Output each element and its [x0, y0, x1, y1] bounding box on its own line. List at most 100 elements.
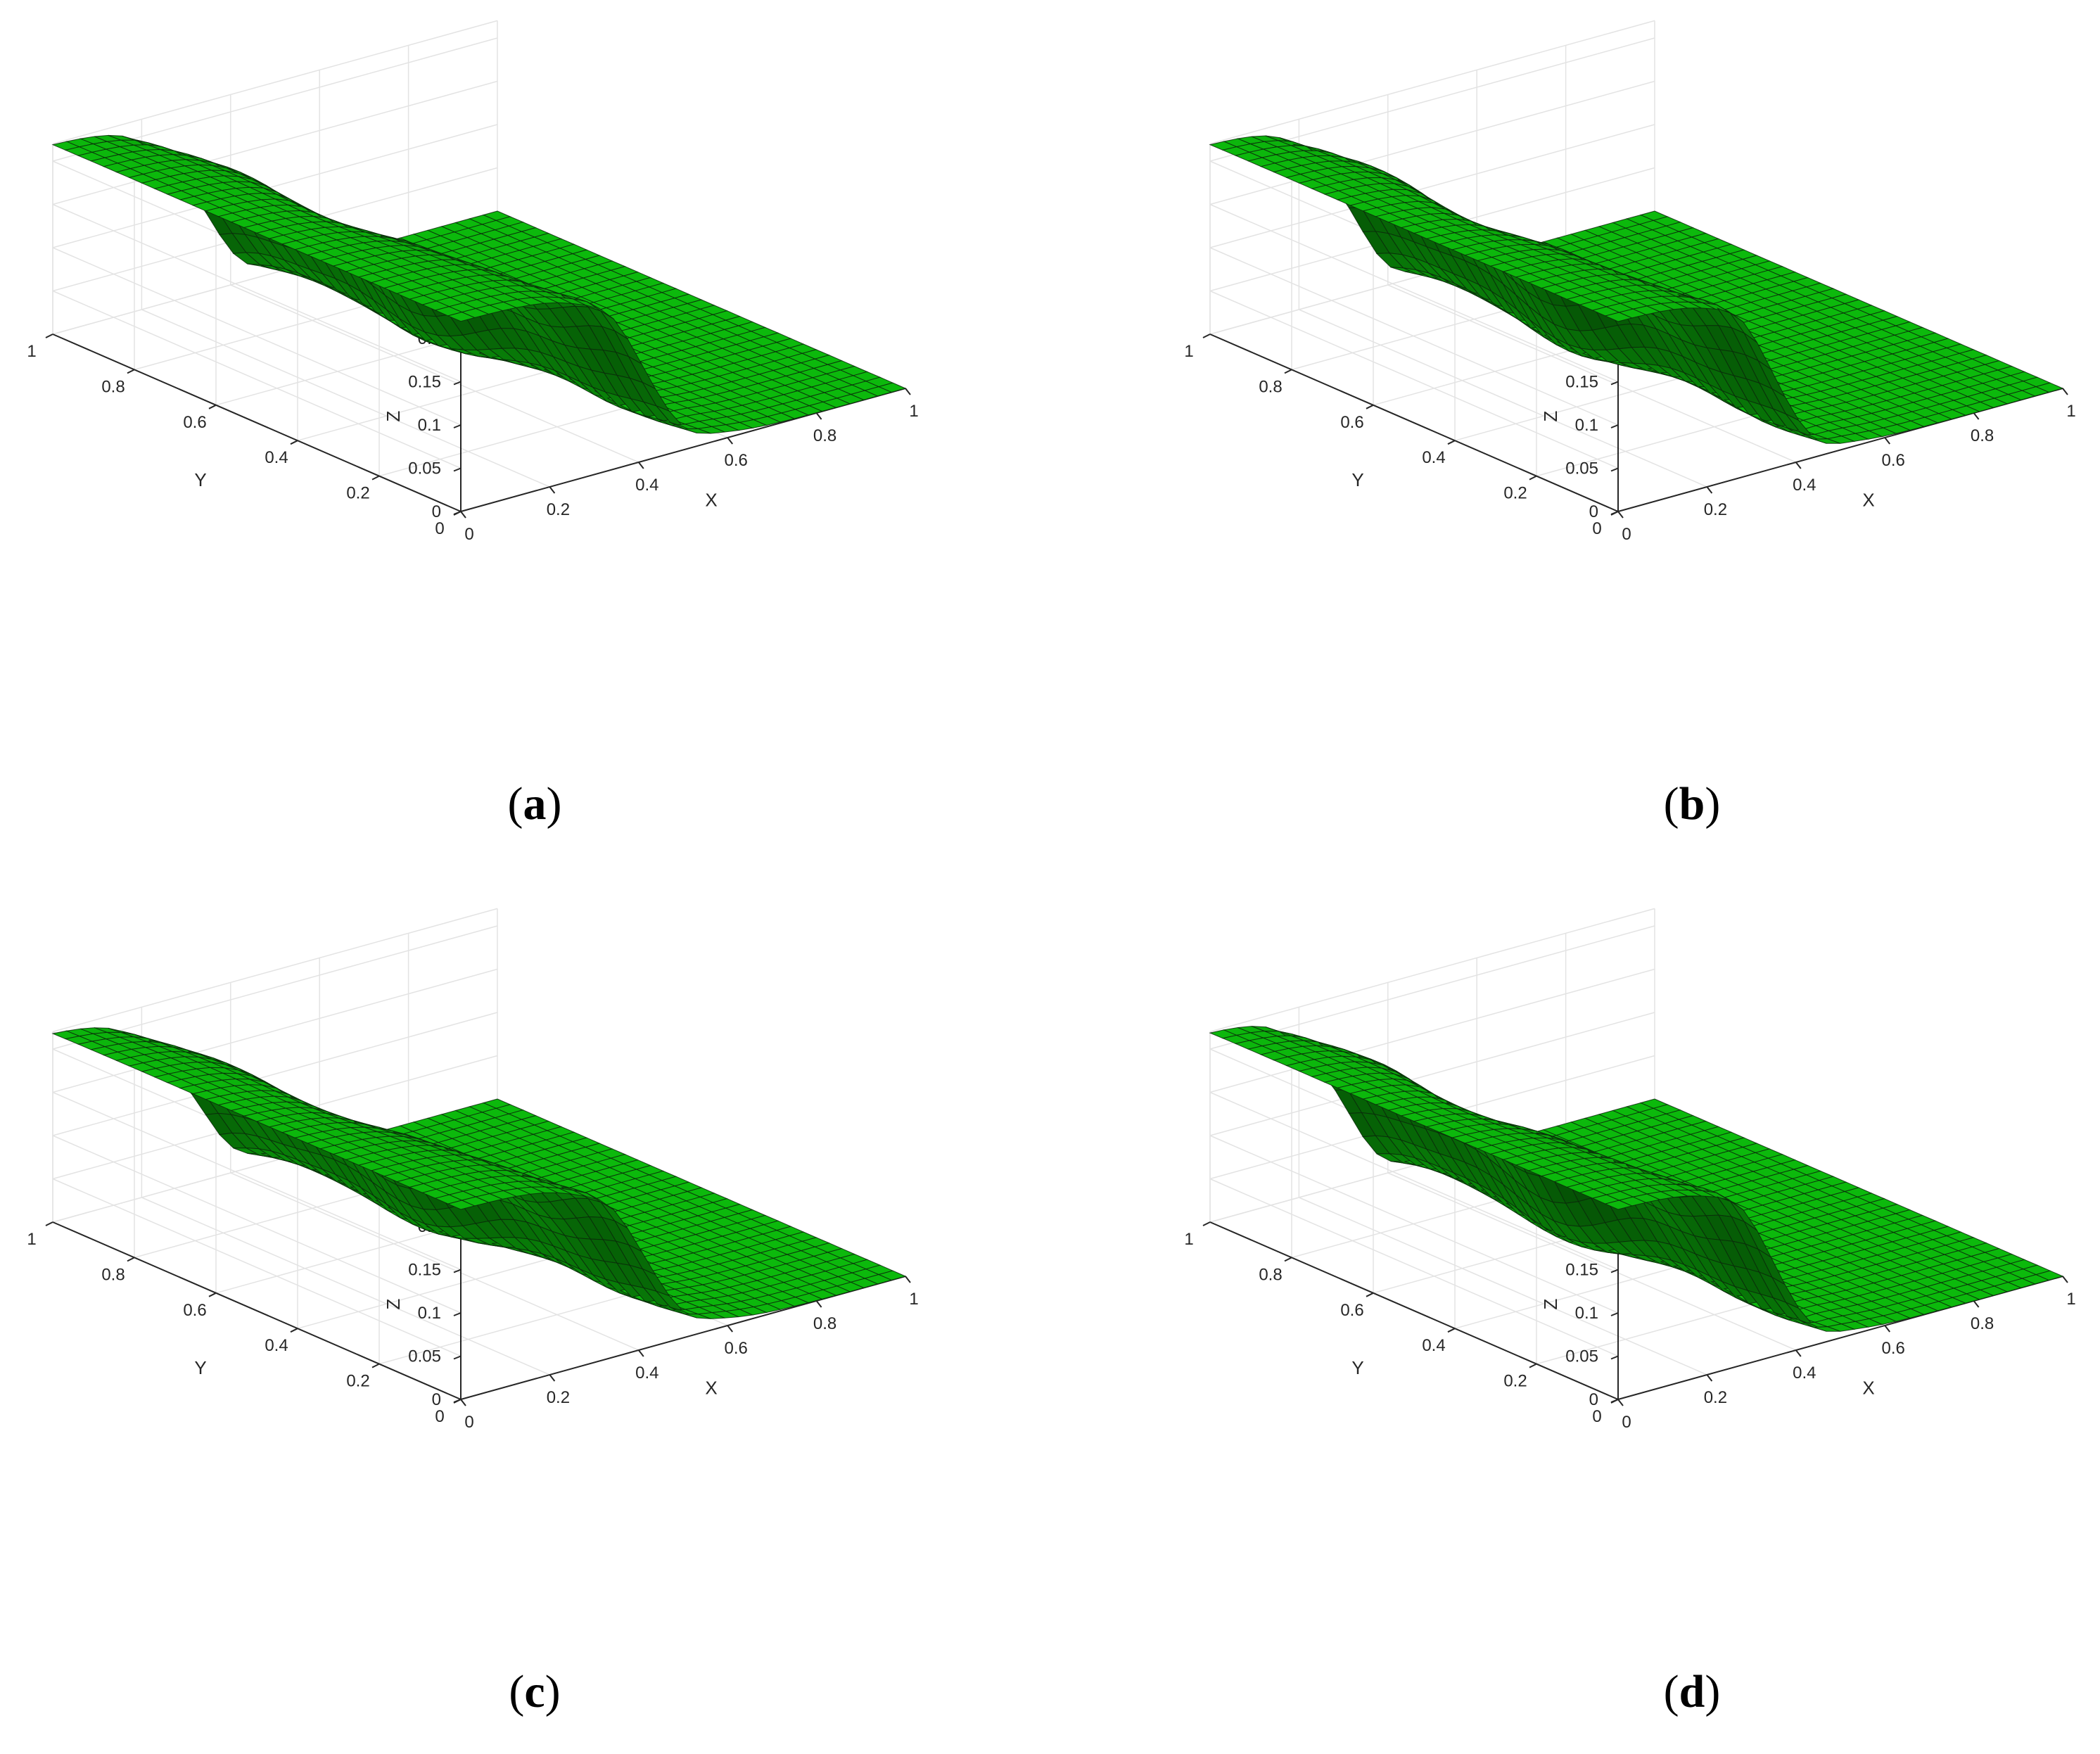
- z-tick-label: 0: [432, 502, 441, 521]
- x-tick-label: 0: [1622, 525, 1631, 544]
- left-wall-grid-z: [52, 1135, 462, 1314]
- y-axis-line: [52, 1221, 462, 1400]
- floor-grid-x: [1299, 1197, 1707, 1375]
- back-wall-grid-z: [52, 80, 498, 205]
- y-tick-mark: [45, 333, 53, 338]
- y-tick-mark: [1366, 1292, 1374, 1297]
- caption-a: (a): [429, 777, 640, 831]
- z-tick-label: 0.1: [418, 1304, 441, 1323]
- x-tick-label: 0.2: [1704, 1388, 1727, 1407]
- x-tick-mark: [1706, 1374, 1713, 1382]
- back-wall-grid-z: [1209, 925, 1655, 1050]
- x-tick-mark: [638, 462, 644, 469]
- z-tick-label: 0.1: [418, 416, 441, 435]
- x-tick-mark: [549, 1374, 556, 1382]
- x-tick-label: 0: [1622, 1413, 1631, 1432]
- z-tick-mark: [1610, 1312, 1619, 1316]
- x-tick-mark: [1973, 412, 1980, 420]
- y-tick-label: 1: [27, 1230, 36, 1249]
- x-tick-label: 0.6: [1882, 1339, 1905, 1358]
- left-wall-grid-z: [1209, 1178, 1619, 1357]
- x-tick-label: 0.4: [1793, 1364, 1816, 1383]
- y-tick-mark: [1447, 440, 1456, 445]
- y-tick-mark: [208, 404, 217, 409]
- y-tick-label: 0.4: [1422, 1336, 1445, 1355]
- z-tick-label: 0.05: [1565, 459, 1598, 478]
- z-tick-mark: [453, 511, 462, 515]
- surface-p3: [1209, 1026, 2064, 1332]
- back-wall-grid-z: [52, 1012, 498, 1136]
- z-tick-mark: [1610, 1355, 1619, 1360]
- left-wall-grid-z: [52, 290, 462, 469]
- z-tick-mark: [1610, 381, 1619, 386]
- x-tick-mark: [1795, 462, 1802, 469]
- surface-quad: [877, 382, 907, 393]
- z-tick-label: 0.05: [408, 459, 441, 478]
- back-wall-grid-z: [1209, 1012, 1655, 1136]
- y-tick-label: 0.6: [183, 1301, 206, 1320]
- back-wall-grid-z: [1209, 80, 1655, 205]
- x-tick-mark: [638, 1349, 644, 1357]
- z-axis-label: Z: [1540, 1299, 1561, 1310]
- x-axis-label: X: [1862, 490, 1874, 511]
- axes-p2: 000.20.2 0.40.4 0.60.60.80.81100.050.10.15…: [27, 1209, 919, 1432]
- z-axis-label: Z: [383, 411, 404, 422]
- z-tick-mark: [453, 424, 462, 428]
- caption-letter-d: d: [1679, 1666, 1705, 1717]
- back-wall-grid-z: [52, 124, 498, 248]
- z-tick-mark: [1610, 467, 1619, 472]
- x-tick-label: 1: [909, 1290, 918, 1309]
- caption-close-a: ): [546, 778, 562, 830]
- caption-close-d: ): [1705, 1666, 1721, 1717]
- y-tick-label: 0.2: [346, 484, 369, 503]
- y-tick-mark: [1366, 404, 1374, 409]
- y-tick-label: 0.8: [101, 377, 125, 396]
- x-tick-label: 0.2: [547, 500, 570, 519]
- x-tick-mark: [1884, 437, 1890, 445]
- x-tick-label: 0.6: [725, 451, 748, 470]
- y-tick-label: 0: [1592, 519, 1601, 538]
- floor-grid-x: [1387, 1172, 1797, 1351]
- back-wall-grid-z: [52, 968, 498, 1093]
- z-tick-mark: [1610, 424, 1619, 428]
- panel-c: 0 0 0.2 0.2 0.4 0.4 0.6 0.6 0.8 0.8 1 1 0 0.05 0.1 0.15…: [0, 888, 1050, 1754]
- z-tick-mark: [1610, 511, 1619, 515]
- y-tick-mark: [1284, 1257, 1292, 1262]
- z-tick-mark: [453, 381, 462, 386]
- z-tick-label: 0.15: [1565, 373, 1598, 392]
- z-tick-label: 0: [432, 1390, 441, 1409]
- z-axis-label: Z: [1540, 411, 1561, 422]
- caption-close-b: ): [1705, 778, 1721, 830]
- surface-quad: [2035, 1270, 2064, 1281]
- y-tick-label: 1: [1184, 342, 1193, 361]
- x-tick-mark: [1617, 1399, 1624, 1406]
- x-tick-label: 1: [909, 402, 918, 421]
- caption-b: (b): [1586, 777, 1797, 831]
- z-tick-mark: [453, 467, 462, 472]
- y-tick-mark: [1447, 1328, 1456, 1333]
- floor-grid-x: [230, 1172, 639, 1351]
- left-wall-grid-z: [1209, 1091, 1619, 1271]
- x-tick-mark: [727, 437, 733, 445]
- y-tick-label: 0.4: [265, 1336, 288, 1355]
- x-tick-mark: [905, 1276, 911, 1283]
- caption-letter-c: c: [524, 1666, 545, 1717]
- wall-top-edge: [52, 908, 498, 1033]
- x-axis-label: X: [705, 490, 717, 511]
- surface-p2: [51, 1027, 907, 1319]
- x-tick-label: 0.6: [725, 1339, 748, 1358]
- wall-top-edge: [52, 20, 498, 145]
- x-tick-mark: [1706, 486, 1713, 494]
- z-tick-mark: [453, 1312, 462, 1316]
- x-tick-mark: [727, 1325, 733, 1333]
- y-axis-label: Y: [1351, 1357, 1363, 1378]
- wall-top-edge: [1209, 908, 1655, 1033]
- x-tick-label: 0.8: [1971, 1314, 1994, 1333]
- caption-letter-b: b: [1679, 778, 1705, 830]
- x-tick-mark: [815, 1300, 822, 1308]
- floor-grid-x: [141, 309, 550, 488]
- x-tick-label: 1: [2066, 1290, 2075, 1309]
- x-tick-mark: [460, 1399, 466, 1406]
- y-tick-mark: [371, 475, 380, 481]
- x-tick-label: 1: [2066, 402, 2075, 421]
